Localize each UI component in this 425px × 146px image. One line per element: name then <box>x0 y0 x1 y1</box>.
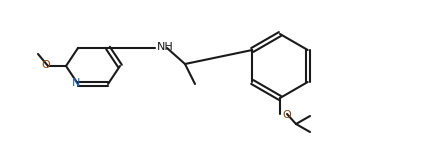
Text: NH: NH <box>157 42 174 52</box>
Text: O: O <box>42 60 51 70</box>
Text: O: O <box>282 110 291 120</box>
Text: N: N <box>72 78 80 88</box>
